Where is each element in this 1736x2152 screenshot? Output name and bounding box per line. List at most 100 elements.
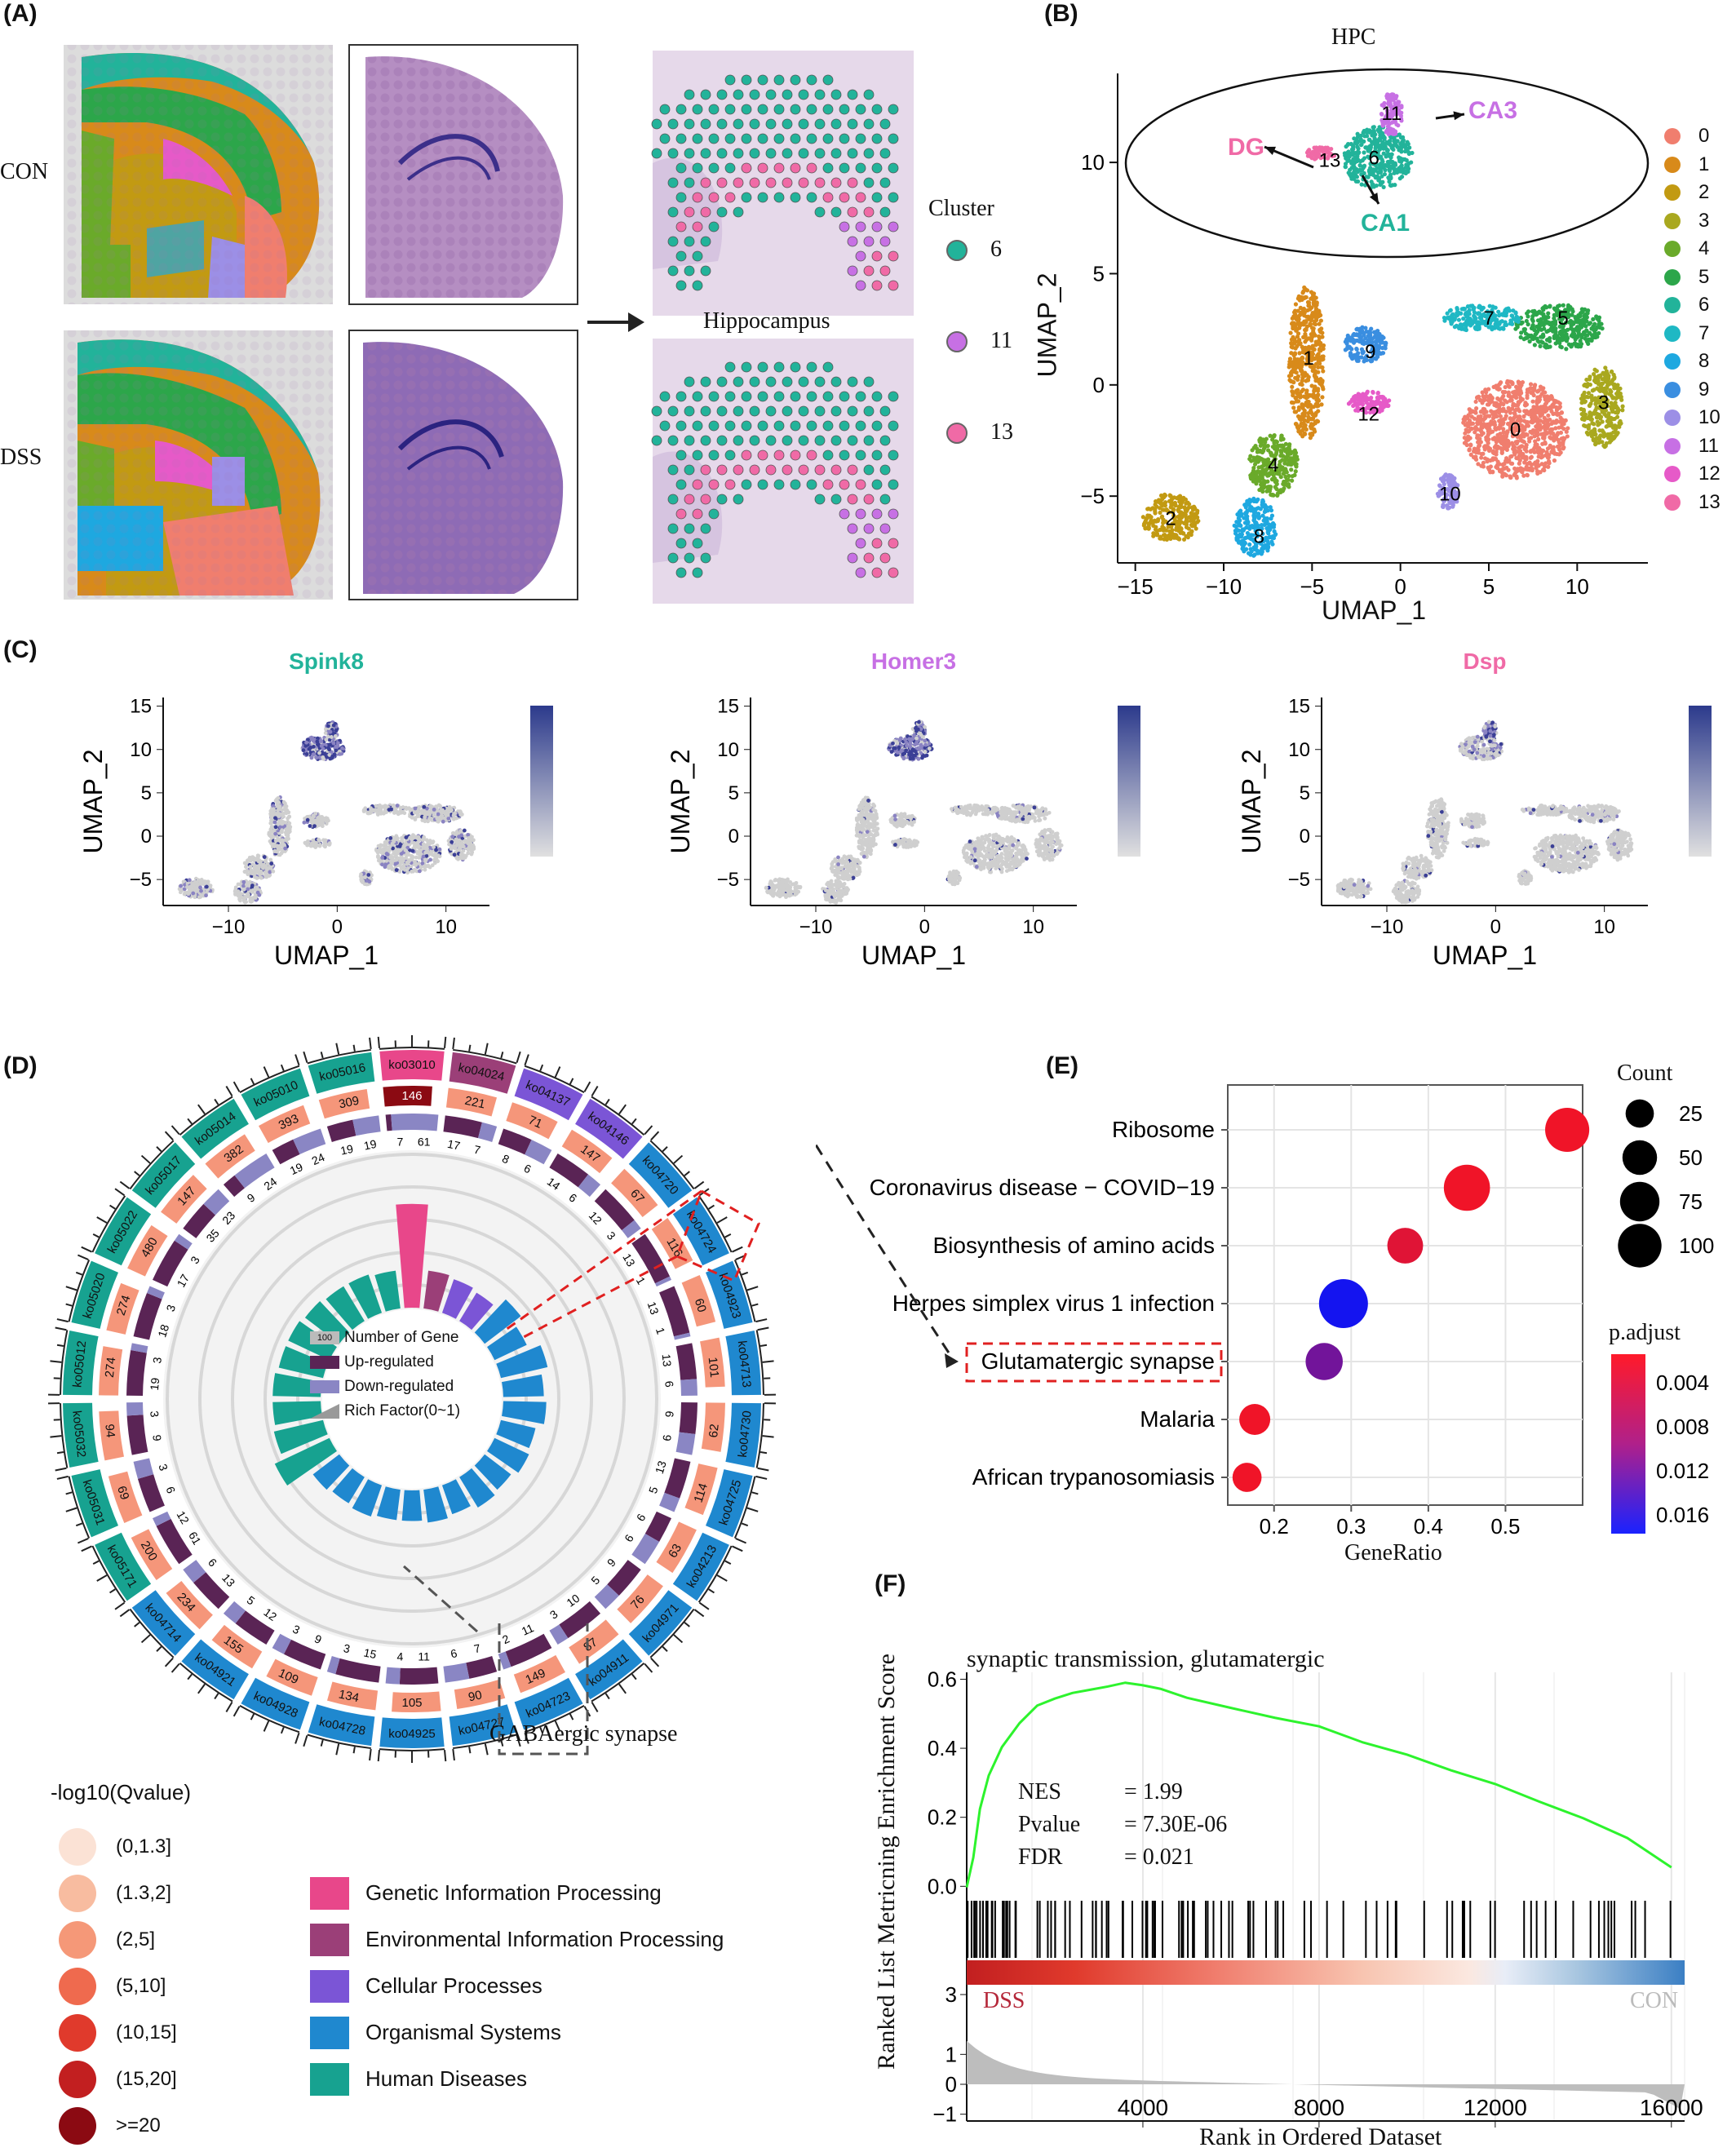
spot	[675, 250, 687, 262]
spot	[847, 236, 858, 247]
spot	[822, 133, 834, 144]
umap-point	[1514, 476, 1519, 480]
spot	[708, 391, 720, 402]
umap-point	[1304, 391, 1309, 396]
umap-point	[1611, 372, 1616, 378]
spot	[741, 74, 752, 86]
umap-point	[1527, 460, 1532, 465]
umap-point	[1444, 492, 1449, 497]
umap-point	[1320, 365, 1325, 370]
umap-point	[1505, 379, 1510, 383]
umap-point	[1373, 175, 1378, 180]
umap-point	[1580, 309, 1585, 315]
spot	[879, 206, 891, 218]
umap-point	[1282, 486, 1286, 491]
feature-point	[393, 849, 398, 854]
umap-point	[1557, 338, 1561, 343]
umap-point	[1534, 404, 1539, 409]
feature-point	[287, 829, 292, 834]
spot	[700, 148, 711, 159]
umap-point	[1525, 419, 1530, 425]
umap-point	[1368, 162, 1373, 166]
spot	[765, 435, 777, 446]
feature-point	[400, 839, 405, 844]
umap-point	[1597, 434, 1602, 439]
spot	[871, 567, 883, 578]
spot	[879, 148, 891, 159]
umap-point	[1495, 401, 1499, 406]
umap-point	[1514, 455, 1519, 461]
spot	[822, 449, 834, 461]
spot	[790, 449, 801, 461]
umap-point	[1358, 137, 1363, 142]
spot	[733, 435, 744, 446]
umap-point	[1549, 436, 1554, 441]
spot	[651, 435, 662, 446]
umap-point	[1265, 479, 1270, 484]
umap-point	[1305, 377, 1310, 382]
spot	[675, 538, 687, 549]
spot	[749, 118, 760, 130]
umap-point	[1598, 384, 1604, 389]
feature-point	[403, 841, 408, 846]
spot	[757, 361, 768, 373]
legend-text: 9	[1698, 378, 1710, 401]
feature-point	[416, 845, 421, 849]
umap-point	[1286, 458, 1291, 463]
spot	[822, 420, 834, 432]
spot	[806, 449, 817, 461]
spot	[724, 361, 736, 373]
umap-point	[1298, 432, 1303, 436]
umap-point	[1506, 439, 1511, 444]
umap-point	[1186, 505, 1191, 510]
umap-point	[1446, 479, 1451, 484]
cluster-label: 4	[1268, 454, 1278, 476]
umap-point	[1501, 430, 1506, 435]
umap-point	[1610, 396, 1615, 401]
spot	[741, 133, 752, 144]
spot	[749, 435, 760, 446]
umap-point	[1546, 311, 1551, 316]
umap-point	[1484, 319, 1489, 324]
spot	[741, 420, 752, 432]
spot	[667, 236, 679, 247]
umap-point	[1253, 529, 1258, 534]
umap-point	[1244, 510, 1249, 516]
umap-point	[1480, 425, 1485, 430]
umap-point	[1356, 146, 1361, 151]
umap-point	[1448, 499, 1453, 504]
umap-point	[1584, 319, 1589, 324]
umap-point	[1271, 434, 1276, 439]
spot	[700, 552, 711, 564]
feature-point	[283, 846, 288, 851]
umap-point	[1609, 415, 1614, 420]
umap-point	[1449, 321, 1454, 326]
umap-point	[1510, 406, 1515, 411]
spot	[667, 206, 679, 218]
legend-item: 5	[1664, 263, 1720, 292]
umap-point	[1381, 121, 1386, 126]
umap-point	[1156, 517, 1161, 522]
spot	[830, 89, 842, 100]
umap-point	[1536, 388, 1541, 393]
umap-point	[1192, 512, 1197, 517]
spot	[855, 104, 866, 115]
umap-point	[1619, 397, 1624, 402]
umap-point	[1241, 528, 1246, 533]
umap-point	[1509, 379, 1514, 384]
umap-point	[1606, 436, 1611, 441]
umap-point	[1464, 318, 1469, 323]
spot	[847, 206, 858, 218]
umap-point	[1290, 360, 1295, 365]
spot	[871, 192, 883, 203]
umap-point	[1523, 432, 1529, 436]
umap-point	[1279, 433, 1284, 438]
spot	[847, 435, 858, 446]
spot	[716, 89, 728, 100]
umap-point	[1561, 312, 1566, 317]
umap-point	[1597, 321, 1603, 326]
spot	[773, 162, 785, 174]
umap-point	[1481, 406, 1486, 411]
umap-point	[1262, 472, 1267, 476]
umap-point	[1295, 321, 1301, 325]
